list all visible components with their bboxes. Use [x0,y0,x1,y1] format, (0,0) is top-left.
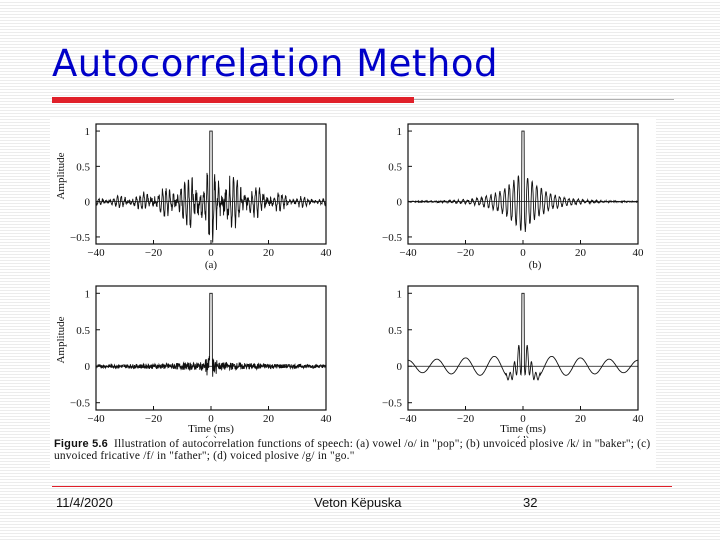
x-tick-label: 40 [321,413,333,425]
y-tick-label: 1 [85,288,91,300]
x-tick-label: 0 [520,247,526,259]
x-tick-label: 20 [575,247,587,259]
panel-label: (c) [205,434,218,438]
panel-label: (d) [517,434,530,438]
x-tick-label: −20 [145,247,163,259]
x-tick-label: 0 [208,247,214,259]
y-tick-label: −0.5 [382,398,402,410]
x-tick-label: −40 [399,413,417,425]
title-accent-bar [52,97,414,103]
panel-frame [95,285,327,411]
y-tick-label: 0.5 [76,161,90,173]
x-tick-label: 20 [575,413,587,425]
figure-5-6: 1 0.5 0 −0.5 −40 −20 0 20 40 (a) Amplitude 1 0.5 0 −0.… [50,118,656,468]
y-tick-label: 0.5 [388,325,402,337]
x-tick-label: 20 [263,413,275,425]
x-tick-label: −40 [87,247,105,259]
y-tick-label: 0.5 [388,161,402,173]
y-tick-label: 1 [397,126,403,138]
autocorrelation-series [408,292,638,381]
autocorrelation-series [407,130,639,233]
slide-title: Autocorrelation Method [52,42,498,85]
y-tick-label: 0 [85,197,91,209]
x-tick-label: 40 [633,247,645,259]
panel-frame [407,123,639,245]
panel-label: (a) [205,259,218,271]
x-tick-label: 0 [520,413,526,425]
figure-caption: Figure 5.6 Illustration of autocorrelatio… [54,438,654,462]
footer-page-number: 32 [523,495,538,510]
x-tick-label: 0 [208,413,214,425]
x-tick-label: −20 [457,413,475,425]
x-tick-label: −40 [399,247,417,259]
y-tick-label: −0.5 [382,232,402,244]
caption-label: Figure 5.6 [54,438,108,450]
y-tick-label: −0.5 [70,398,90,410]
x-tick-label: 40 [633,413,645,425]
y-tick-label: 0 [397,361,403,373]
y-tick-label: 1 [397,288,403,300]
title-rule [414,99,674,100]
autocorrelation-series [95,130,327,243]
panel-label: (b) [529,259,542,271]
x-tick-label: −20 [457,247,475,259]
y-tick-label: 1 [85,126,91,138]
y-axis-label: Amplitude [55,152,67,199]
autocorrelation-series [95,292,327,377]
panel-frame [407,285,639,411]
autocorrelation-plots: 1 0.5 0 −0.5 −40 −20 0 20 40 (a) Amplitude 1 0.5 0 −0.… [55,123,645,438]
x-tick-label: 20 [263,247,275,259]
y-tick-label: −0.5 [70,232,90,244]
x-tick-label: −40 [87,413,105,425]
y-tick-label: 0.5 [76,325,90,337]
x-tick-label: −20 [145,413,163,425]
footer-date: 11/4/2020 [56,495,113,510]
footer-rule [52,486,672,487]
x-tick-label: 40 [321,247,333,259]
footer-author: Veton Këpuska [314,495,402,510]
x-axis-label: Time (ms) [188,423,234,435]
y-axis-label: Amplitude [55,316,67,363]
x-axis-label: Time (ms) [500,423,546,435]
y-tick-label: 0 [85,361,91,373]
y-tick-label: 0 [397,197,403,209]
caption-text: Illustration of autocorrelation function… [54,438,651,462]
panel-frame [95,123,327,245]
